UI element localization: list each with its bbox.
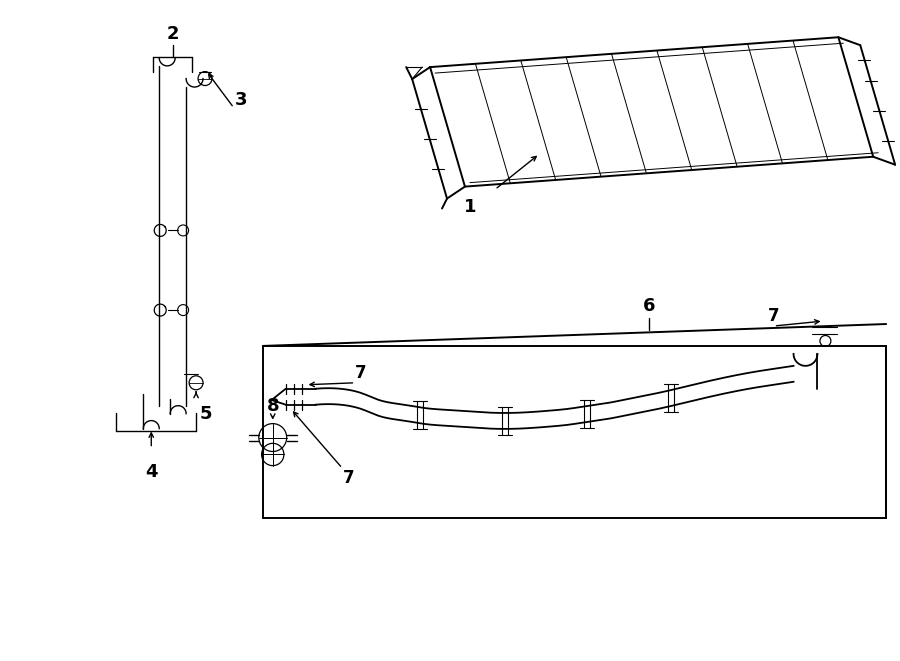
Text: 5: 5 <box>200 405 212 422</box>
Text: 2: 2 <box>166 25 179 43</box>
Text: 4: 4 <box>145 463 158 481</box>
Text: 6: 6 <box>643 297 655 315</box>
Text: 7: 7 <box>355 364 366 382</box>
Text: 8: 8 <box>266 397 279 414</box>
Text: 7: 7 <box>768 307 779 325</box>
Text: 3: 3 <box>235 91 248 109</box>
Text: 7: 7 <box>343 469 355 487</box>
Text: 1: 1 <box>464 198 476 215</box>
Bar <box>263 346 886 518</box>
